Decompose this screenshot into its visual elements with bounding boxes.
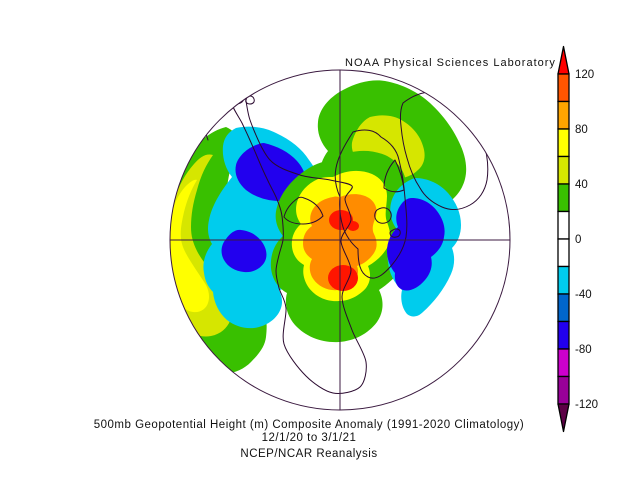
svg-text:NOAA Physical Sciences Labo: NOAA Physical Sciences Laboratory: [345, 57, 556, 69]
svg-text:500mb Geopotential Height (: 500mb Geopotential Height (m) Composite …: [94, 419, 525, 431]
svg-text:NCEP/NCAR Reanalysis: NCEP/NCAR Reanalysis: [240, 448, 377, 460]
svg-text:-80: -80: [575, 344, 592, 356]
svg-text:-40: -40: [575, 289, 592, 301]
svg-text:120: 120: [575, 69, 594, 81]
svg-text:40: 40: [575, 179, 588, 191]
svg-text:0: 0: [575, 234, 581, 246]
svg-text:-120: -120: [575, 399, 598, 411]
svg-text:80: 80: [575, 124, 588, 136]
svg-text:12/1/20 to 3/1/21: 12/1/20 to 3/1/21: [262, 432, 357, 444]
